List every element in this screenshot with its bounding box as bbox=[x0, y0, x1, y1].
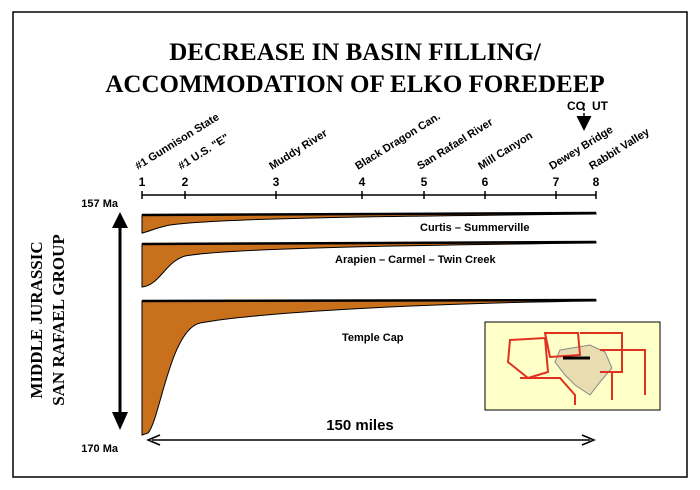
location-number: 3 bbox=[273, 175, 280, 189]
wedge bbox=[141, 241, 597, 288]
state-label: UT bbox=[592, 99, 609, 113]
location-number: 8 bbox=[593, 175, 600, 189]
unit-label: Arapien – Carmel – Twin Creek bbox=[335, 254, 496, 266]
unit-top bbox=[141, 211, 597, 217]
title-line-1: DECREASE IN BASIN FILLING/ bbox=[169, 39, 542, 66]
unit-label: Curtis – Summerville bbox=[420, 222, 529, 234]
location-number: 1 bbox=[139, 175, 146, 189]
title-line-2: ACCOMMODATION OF ELKO FOREDEEP bbox=[105, 71, 604, 98]
unit-label: Temple Cap bbox=[342, 332, 404, 344]
wedge bbox=[141, 212, 597, 234]
time-bottom: 170 Ma bbox=[81, 443, 119, 455]
time-label: MIDDLE JURASSIC bbox=[27, 241, 46, 398]
arrow-heads bbox=[146, 434, 596, 446]
location-number: 5 bbox=[421, 175, 428, 189]
unit-top bbox=[141, 298, 597, 303]
inset-map bbox=[484, 321, 661, 411]
location-number: 7 bbox=[553, 175, 560, 189]
wedge bbox=[141, 299, 597, 436]
time-label: SAN RAFAEL GROUP bbox=[49, 234, 68, 406]
state-label: CO bbox=[567, 99, 585, 113]
location-number: 2 bbox=[182, 175, 189, 189]
location-number: 4 bbox=[359, 175, 366, 189]
distance-label: 150 miles bbox=[326, 417, 394, 434]
location-number: 6 bbox=[482, 175, 489, 189]
unit-top bbox=[141, 240, 597, 246]
time-top: 157 Ma bbox=[81, 198, 119, 210]
